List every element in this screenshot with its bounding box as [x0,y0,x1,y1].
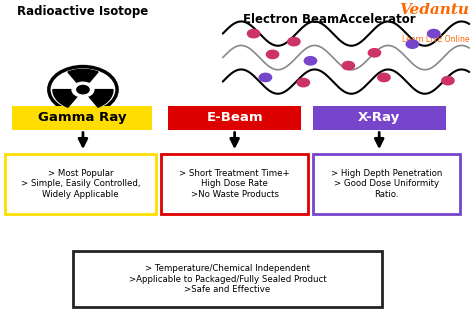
FancyBboxPatch shape [5,154,156,214]
Text: > Short Treatment Time+
High Dose Rate
>No Waste Products: > Short Treatment Time+ High Dose Rate >… [179,169,290,199]
Text: > Most Popular
> Simple, Easily Controlled,
Widely Applicable: > Most Popular > Simple, Easily Controll… [21,169,140,199]
Text: > High Depth Penetration
> Good Dose Uniformity
Ratio.: > High Depth Penetration > Good Dose Uni… [331,169,442,199]
Text: Learn LIVE Online: Learn LIVE Online [402,35,469,44]
Circle shape [266,50,279,59]
Circle shape [49,67,117,113]
FancyBboxPatch shape [313,106,446,130]
Circle shape [247,29,260,38]
Circle shape [297,78,310,87]
Circle shape [442,76,454,85]
Circle shape [406,40,419,48]
Polygon shape [89,90,113,107]
FancyBboxPatch shape [161,154,308,214]
Circle shape [368,49,381,57]
FancyBboxPatch shape [168,106,301,130]
Circle shape [72,82,94,97]
Text: Electron BeamAccelerator: Electron BeamAccelerator [243,13,416,26]
Circle shape [259,73,272,82]
FancyBboxPatch shape [12,106,152,130]
Text: > Temperature/Chemical Independent
>Applicable to Packaged/Fully Sealed Product
: > Temperature/Chemical Independent >Appl… [129,264,326,294]
Polygon shape [53,90,77,107]
Text: E-Beam: E-Beam [206,111,263,124]
Text: Gamma Ray: Gamma Ray [37,111,126,124]
Circle shape [428,29,440,38]
Circle shape [304,57,317,65]
FancyBboxPatch shape [73,251,382,307]
Circle shape [342,61,355,70]
Text: X-Ray: X-Ray [358,111,401,124]
FancyBboxPatch shape [313,154,460,214]
Circle shape [378,73,390,82]
Circle shape [288,37,300,46]
Polygon shape [68,69,98,83]
Text: Vedantu: Vedantu [399,3,469,17]
Text: Radioactive Isotope: Radioactive Isotope [18,5,148,18]
Circle shape [77,85,89,94]
